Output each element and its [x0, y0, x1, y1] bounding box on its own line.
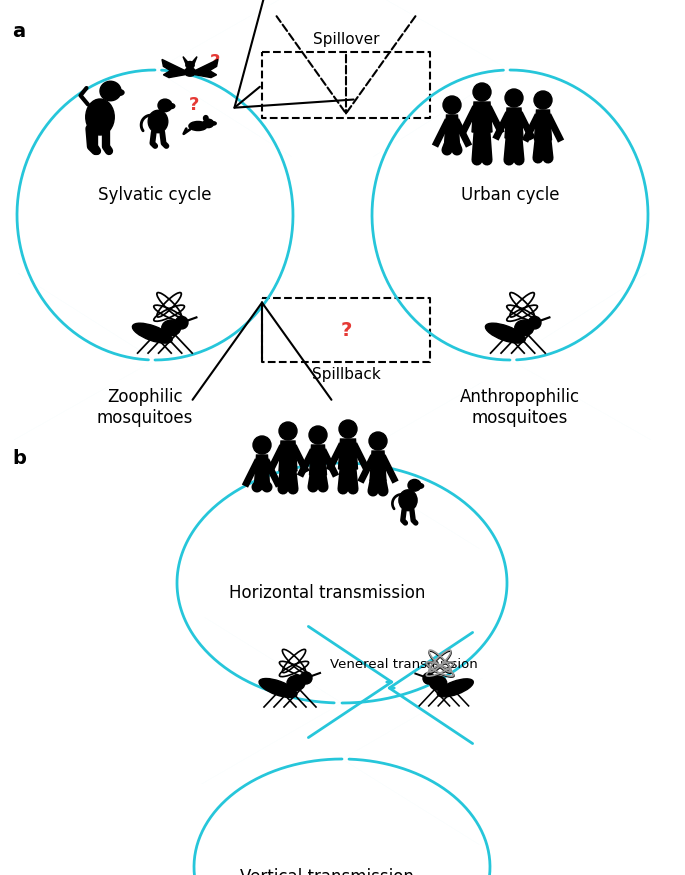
Ellipse shape: [100, 81, 121, 101]
Text: Anthropophilic
mosquitoes: Anthropophilic mosquitoes: [460, 388, 580, 427]
Polygon shape: [534, 110, 551, 140]
Polygon shape: [338, 439, 358, 469]
Polygon shape: [162, 60, 185, 78]
Text: Sylvatic cycle: Sylvatic cycle: [98, 186, 212, 204]
Ellipse shape: [514, 320, 534, 336]
Text: ?: ?: [189, 96, 199, 114]
Polygon shape: [445, 115, 460, 145]
Polygon shape: [472, 102, 492, 132]
Ellipse shape: [162, 320, 181, 336]
Ellipse shape: [408, 480, 421, 491]
Circle shape: [253, 436, 271, 454]
Ellipse shape: [287, 676, 305, 690]
Ellipse shape: [86, 99, 114, 135]
Text: Spillover: Spillover: [313, 32, 379, 47]
Ellipse shape: [486, 323, 525, 343]
Polygon shape: [279, 441, 297, 471]
Text: ?: ?: [340, 320, 351, 340]
Circle shape: [423, 673, 434, 684]
Circle shape: [443, 96, 461, 114]
Circle shape: [300, 672, 312, 684]
Text: Horizontal transmission: Horizontal transmission: [229, 584, 425, 602]
Ellipse shape: [158, 99, 172, 112]
Polygon shape: [370, 451, 386, 481]
Ellipse shape: [211, 122, 216, 125]
Circle shape: [473, 83, 491, 101]
Polygon shape: [505, 108, 523, 138]
Circle shape: [175, 317, 188, 329]
Ellipse shape: [437, 679, 473, 696]
Ellipse shape: [148, 110, 168, 133]
Text: b: b: [12, 449, 26, 468]
Text: ?: ?: [210, 53, 220, 71]
Text: a: a: [12, 22, 25, 41]
Ellipse shape: [429, 676, 447, 690]
Circle shape: [279, 422, 297, 440]
Ellipse shape: [114, 89, 124, 95]
Ellipse shape: [417, 484, 423, 488]
Text: Urban cycle: Urban cycle: [461, 186, 559, 204]
Circle shape: [309, 426, 327, 444]
Ellipse shape: [184, 67, 196, 76]
Circle shape: [534, 91, 552, 109]
Ellipse shape: [203, 116, 208, 121]
Circle shape: [505, 89, 523, 107]
Text: Zoophilic
mosquitoes: Zoophilic mosquitoes: [97, 388, 193, 427]
Circle shape: [369, 432, 387, 450]
Polygon shape: [183, 57, 188, 64]
Ellipse shape: [168, 103, 175, 108]
Ellipse shape: [189, 122, 207, 130]
Polygon shape: [192, 57, 197, 64]
Ellipse shape: [203, 119, 214, 128]
Ellipse shape: [132, 323, 172, 343]
Ellipse shape: [399, 490, 417, 511]
Polygon shape: [195, 60, 218, 78]
Circle shape: [528, 317, 541, 329]
Text: Spillback: Spillback: [312, 367, 380, 382]
Ellipse shape: [186, 61, 195, 68]
Ellipse shape: [259, 678, 297, 697]
Text: Vertical transmission: Vertical transmission: [240, 868, 414, 875]
Text: Venereal transmission: Venereal transmission: [330, 658, 478, 671]
Polygon shape: [310, 445, 327, 475]
Circle shape: [339, 420, 357, 438]
Polygon shape: [255, 455, 269, 485]
